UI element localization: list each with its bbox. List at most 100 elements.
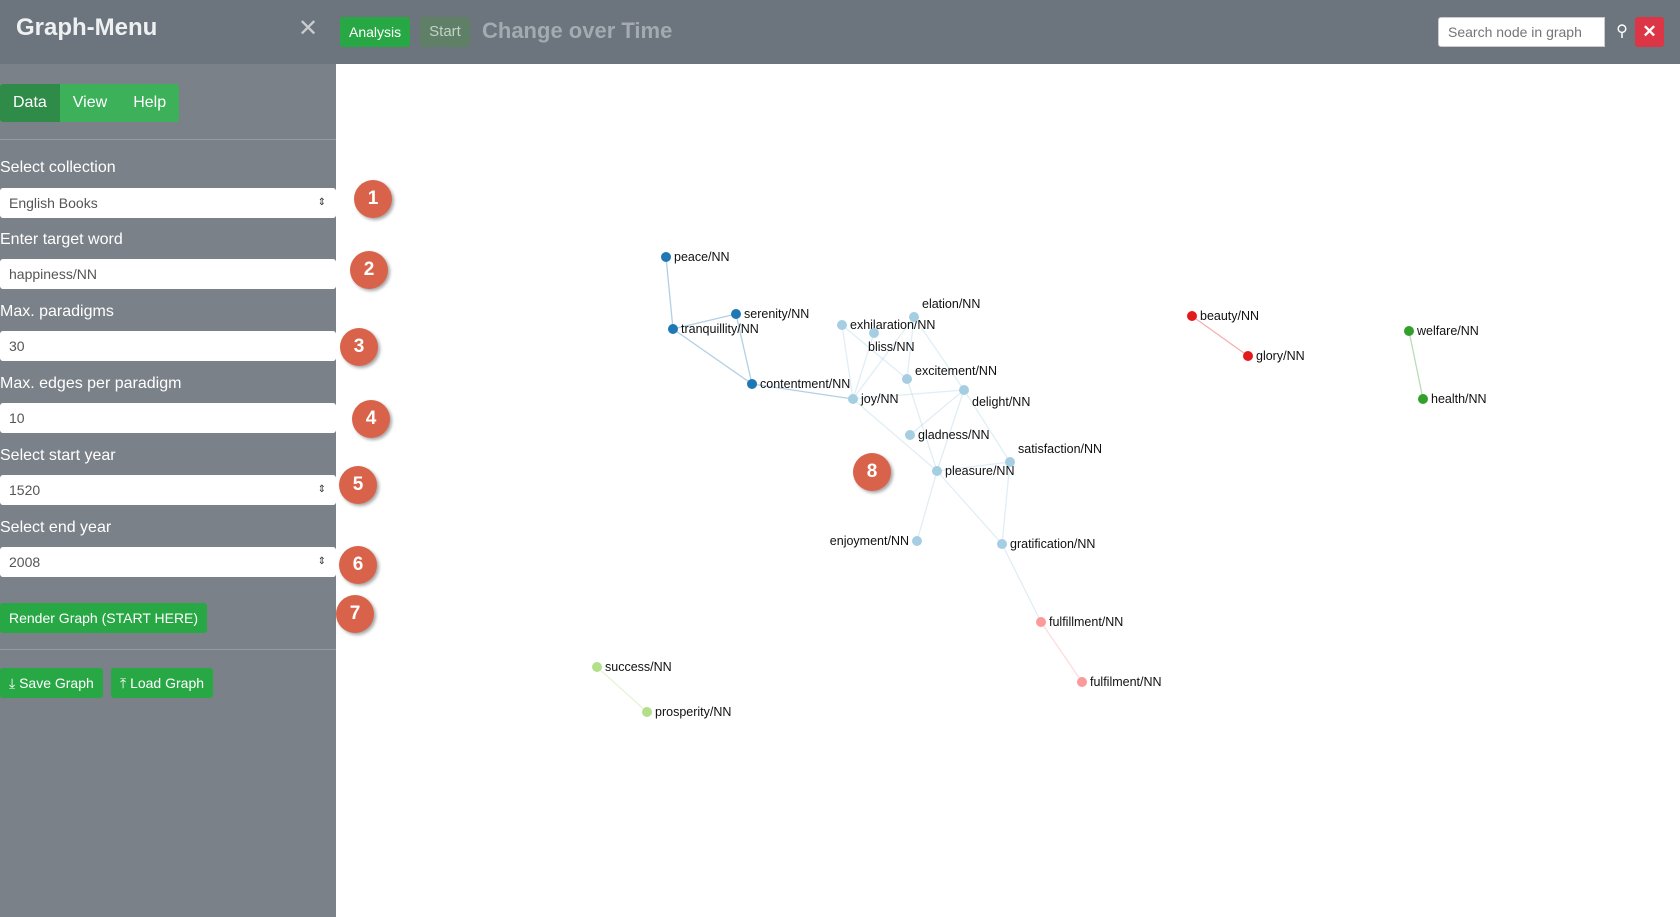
select-arrows-icon: ⇕ — [317, 556, 326, 567]
load-graph-button[interactable]: ⤒ Load Graph — [111, 668, 214, 698]
node-label: exhilaration/NN — [850, 318, 935, 332]
graph-node[interactable]: success/NN — [592, 660, 672, 674]
end-year-select[interactable]: 2008 ⇕ — [0, 547, 336, 577]
target-word-label: Enter target word — [0, 231, 123, 248]
graph-node[interactable]: excitement/NN — [902, 364, 997, 384]
graph-edge — [909, 389, 965, 436]
node-dot[interactable] — [1243, 351, 1253, 361]
graph-node[interactable]: delight/NN — [959, 385, 1030, 409]
graph-node[interactable]: peace/NN — [661, 250, 730, 264]
graph-edge — [913, 316, 965, 391]
node-label: glory/NN — [1256, 349, 1305, 363]
node-dot[interactable] — [848, 394, 858, 404]
start-year-value: 1520 — [9, 482, 41, 498]
graph-edge — [841, 324, 854, 400]
graph-node[interactable]: elation/NN — [909, 297, 980, 322]
start-year-label: Select start year — [0, 447, 116, 464]
node-dot[interactable] — [932, 466, 942, 476]
start-year-select[interactable]: 1520 ⇕ — [0, 475, 336, 505]
graph-node[interactable]: health/NN — [1418, 392, 1487, 406]
node-dot[interactable] — [661, 252, 671, 262]
node-dot[interactable] — [1005, 457, 1015, 467]
sidebar-title: Graph-Menu — [16, 14, 158, 41]
close-icon[interactable]: ✕ — [298, 15, 319, 42]
graph-node[interactable]: serenity/NN — [731, 307, 809, 321]
graph-node[interactable]: bliss/NN — [868, 328, 915, 354]
node-dot[interactable] — [902, 374, 912, 384]
graph-node[interactable]: tranquillity/NN — [668, 322, 759, 336]
graph-node[interactable]: enjoyment/NN — [830, 534, 922, 548]
graph-node[interactable]: joy/NN — [848, 392, 899, 406]
node-dot[interactable] — [1187, 311, 1197, 321]
save-graph-button[interactable]: ⤓ Save Graph — [0, 668, 103, 698]
node-label: prosperity/NN — [655, 705, 731, 719]
node-dot[interactable] — [905, 430, 915, 440]
graph-node[interactable]: satisfaction/NN — [1005, 442, 1102, 467]
graph-edge — [936, 461, 1011, 472]
node-label: serenity/NN — [744, 307, 809, 321]
node-dot[interactable] — [909, 312, 919, 322]
graph-node[interactable]: exhilaration/NN — [837, 318, 935, 332]
render-graph-button[interactable]: Render Graph (START HERE) — [0, 603, 208, 633]
step-marker-2: 2 — [350, 251, 388, 289]
node-dot[interactable] — [731, 309, 741, 319]
graph-edge — [665, 256, 674, 330]
node-label: elation/NN — [922, 297, 980, 311]
node-dot[interactable] — [747, 379, 757, 389]
node-dot[interactable] — [869, 328, 879, 338]
graph-edge — [1001, 461, 1011, 545]
node-dot[interactable] — [997, 539, 1007, 549]
sidebar-header — [0, 0, 336, 64]
graph-edge — [751, 383, 854, 400]
collection-select[interactable]: English Books ⇕ — [0, 188, 336, 218]
node-dot[interactable] — [1404, 326, 1414, 336]
tab-view[interactable]: View — [59, 84, 121, 122]
graph-node[interactable]: glory/NN — [1243, 349, 1305, 363]
divider — [0, 139, 336, 140]
max-edges-label: Max. edges per paradigm — [0, 375, 182, 392]
node-dot[interactable] — [912, 536, 922, 546]
node-label: health/NN — [1431, 392, 1487, 406]
node-dot[interactable] — [959, 385, 969, 395]
node-label: gratification/NN — [1010, 537, 1095, 551]
tab-help[interactable]: Help — [120, 84, 180, 122]
graph-node[interactable]: fulfillment/NN — [1036, 615, 1123, 629]
graph-edge — [735, 313, 753, 385]
node-dot[interactable] — [668, 324, 678, 334]
node-dot[interactable] — [1036, 617, 1046, 627]
max-paradigms-input[interactable]: 30 — [0, 331, 336, 361]
graph-menu-sidebar: Graph-Menu ✕ Data View Help Select colle… — [0, 0, 336, 917]
tab-data[interactable]: Data — [0, 84, 60, 122]
node-label: welfare/NN — [1416, 324, 1479, 338]
graph-node[interactable]: fulfilment/NN — [1077, 675, 1162, 689]
graph-node[interactable]: pleasure/NN — [932, 464, 1014, 478]
node-dot[interactable] — [837, 320, 847, 330]
close-icon[interactable]: ✕ — [1635, 17, 1664, 47]
search-icon[interactable]: ⚲ — [1616, 23, 1628, 40]
graph-node[interactable]: gladness/NN — [905, 428, 990, 442]
start-button[interactable]: Start — [420, 17, 470, 47]
node-label: excitement/NN — [915, 364, 997, 378]
graph-node[interactable]: beauty/NN — [1187, 309, 1259, 323]
node-dot[interactable] — [642, 707, 652, 717]
search-node-input[interactable] — [1438, 17, 1605, 47]
graph-node[interactable]: prosperity/NN — [642, 705, 731, 719]
select-arrows-icon: ⇕ — [317, 484, 326, 495]
node-dot[interactable] — [1077, 677, 1087, 687]
step-marker-4: 4 — [352, 400, 390, 438]
node-dot[interactable] — [592, 662, 602, 672]
graph-node[interactable]: contentment/NN — [747, 377, 850, 391]
max-edges-input[interactable]: 10 — [0, 403, 336, 433]
node-label: delight/NN — [972, 395, 1030, 409]
app-title: Change over Time — [482, 18, 673, 43]
target-word-input[interactable]: happiness/NN — [0, 259, 336, 289]
graph-node[interactable]: welfare/NN — [1404, 324, 1479, 338]
graph-node[interactable]: gratification/NN — [997, 537, 1095, 551]
graph-edge — [906, 316, 915, 380]
analysis-button[interactable]: Analysis — [340, 17, 411, 47]
node-label: satisfaction/NN — [1018, 442, 1102, 456]
node-label: fulfillment/NN — [1049, 615, 1123, 629]
node-dot[interactable] — [1418, 394, 1428, 404]
graph-edge — [841, 324, 908, 380]
